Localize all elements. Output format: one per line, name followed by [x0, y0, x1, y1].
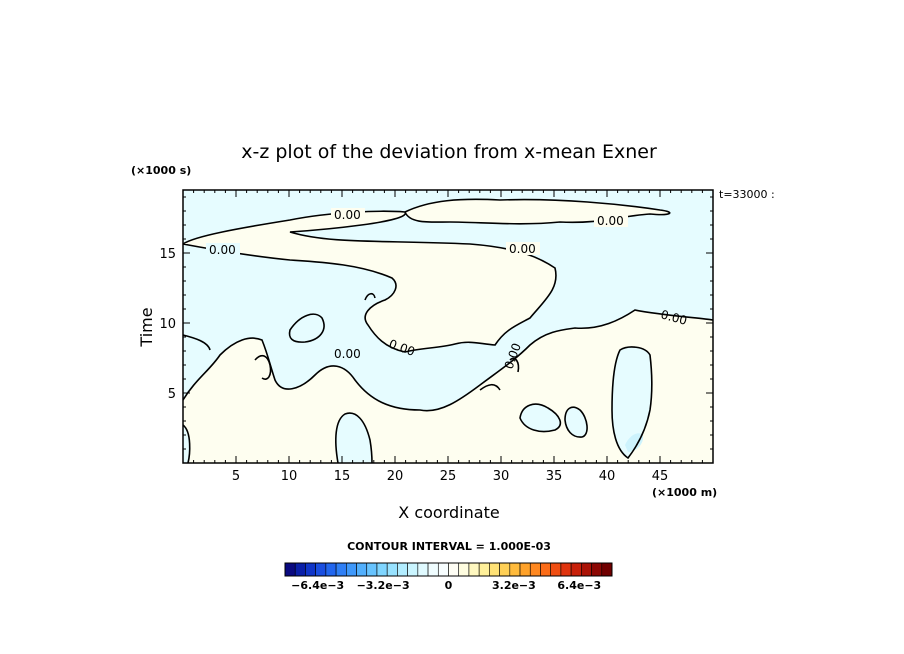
x-units-label: (×1000 m)	[652, 486, 717, 499]
x-tick-label: 30	[493, 469, 510, 484]
x-tick-label: 45	[652, 469, 669, 484]
colorbar-cell	[591, 562, 603, 577]
x-axis-title: X coordinate	[398, 503, 499, 522]
colorbar-cell	[478, 562, 490, 577]
colorbar-frame	[284, 562, 613, 577]
x-tick-label: 40	[599, 469, 616, 484]
contour-label: 0.00	[334, 208, 361, 222]
colorbar-tick-label: 3.2e−3	[492, 579, 536, 592]
contour-line	[182, 309, 714, 412]
colorbar-cell	[499, 562, 511, 577]
contour-label: 0.00	[209, 243, 236, 257]
contour-line	[254, 354, 272, 380]
negative-hole-4	[565, 407, 588, 438]
colorbar-cell	[325, 562, 337, 577]
contour-line	[182, 334, 211, 351]
colorbar-cell	[386, 562, 398, 577]
plot-area: 0.00 0.00 0.00 0.00 0.00 0.00 0.00 0.00	[182, 189, 714, 464]
colorbar	[284, 562, 613, 577]
contour-line	[509, 357, 520, 373]
y-units-label: (×1000 s)	[131, 164, 191, 177]
colorbar-cell	[601, 562, 613, 577]
contour-line	[335, 412, 373, 464]
x-tick-label: 15	[334, 469, 351, 484]
contour-line	[288, 313, 325, 343]
colorbar-cell	[468, 562, 480, 577]
colorbar-tick-label: −6.4e−3	[291, 579, 344, 592]
colorbar-cell	[305, 562, 316, 577]
contour-line	[404, 198, 671, 225]
contour-line	[519, 403, 562, 433]
x-tick-label: 5	[232, 469, 240, 484]
colorbar-cell	[284, 562, 296, 577]
colorbar-cell	[560, 562, 572, 577]
contour-lines	[182, 198, 714, 464]
colorbar-tick-label: 0	[445, 579, 453, 592]
contour-line	[364, 292, 376, 301]
negative-hole-3	[520, 404, 561, 432]
colorbar-tick-label: −3.2e−3	[357, 579, 410, 592]
y-tick-label: 15	[159, 247, 176, 262]
min-patch	[625, 433, 644, 452]
y-axis-title: Time	[137, 307, 156, 347]
negative-hole-5	[612, 347, 652, 458]
colorbar-cell	[458, 562, 470, 577]
negative-hole-1	[335, 413, 372, 463]
contour-line	[564, 406, 588, 438]
colorbar-cell	[294, 562, 306, 577]
contour-label: 0.00	[659, 307, 688, 327]
contour-interval-label: CONTOUR INTERVAL = 1.000E-03	[347, 540, 551, 553]
colorbar-cell	[335, 562, 347, 577]
x-axis: 5 10 15 20 25 30 35 40 45	[193, 190, 703, 484]
contour-line	[479, 383, 501, 391]
colorbar-cell	[519, 562, 531, 577]
x-tick-label: 10	[281, 469, 298, 484]
chart-title: x-z plot of the deviation from x-mean Ex…	[241, 141, 657, 163]
colorbar-cell	[509, 562, 521, 577]
colorbar-tick-label: 6.4e−3	[557, 579, 601, 592]
colorbar-cell	[550, 562, 562, 577]
colorbar-cell	[448, 562, 460, 577]
colorbar-labels: −6.4e−3 −3.2e−3 0 3.2e−3 6.4e−3	[291, 579, 601, 592]
colorbar-cell	[356, 562, 368, 577]
positive-region-upper	[183, 211, 556, 352]
colorbar-cell	[346, 562, 357, 577]
colorbar-cell	[529, 562, 541, 577]
y-tick-label: 10	[159, 317, 176, 332]
time-stamp: t=33000 :	[719, 188, 775, 201]
colorbar-cell	[540, 562, 551, 577]
colorbar-cell	[581, 562, 592, 577]
colorbar-cell	[437, 562, 449, 577]
colorbar-cell	[376, 562, 388, 577]
colorbar-cell	[427, 562, 439, 577]
y-tick-label: 5	[168, 387, 176, 402]
colorbar-cell	[489, 562, 500, 577]
colorbar-cell	[407, 562, 419, 577]
contour-labels: 0.00 0.00 0.00 0.00 0.00 0.00 0.00 0.00	[206, 208, 689, 371]
colorbar-cell	[417, 562, 429, 577]
colorbar-cell	[570, 562, 582, 577]
contour-label: 0.00	[509, 242, 536, 256]
contour-line	[611, 346, 653, 460]
colorbar-cell	[397, 562, 408, 577]
colorbar-cell	[315, 562, 327, 577]
x-tick-label: 25	[440, 469, 457, 484]
x-tick-label: 35	[546, 469, 563, 484]
colorbar-cell	[366, 562, 378, 577]
contour-line	[182, 424, 191, 464]
x-tick-label: 20	[387, 469, 404, 484]
contour-label: 0.00	[597, 214, 624, 228]
y-axis: 5 10 15	[159, 196, 713, 450]
contour-label: 0.00	[334, 347, 361, 361]
